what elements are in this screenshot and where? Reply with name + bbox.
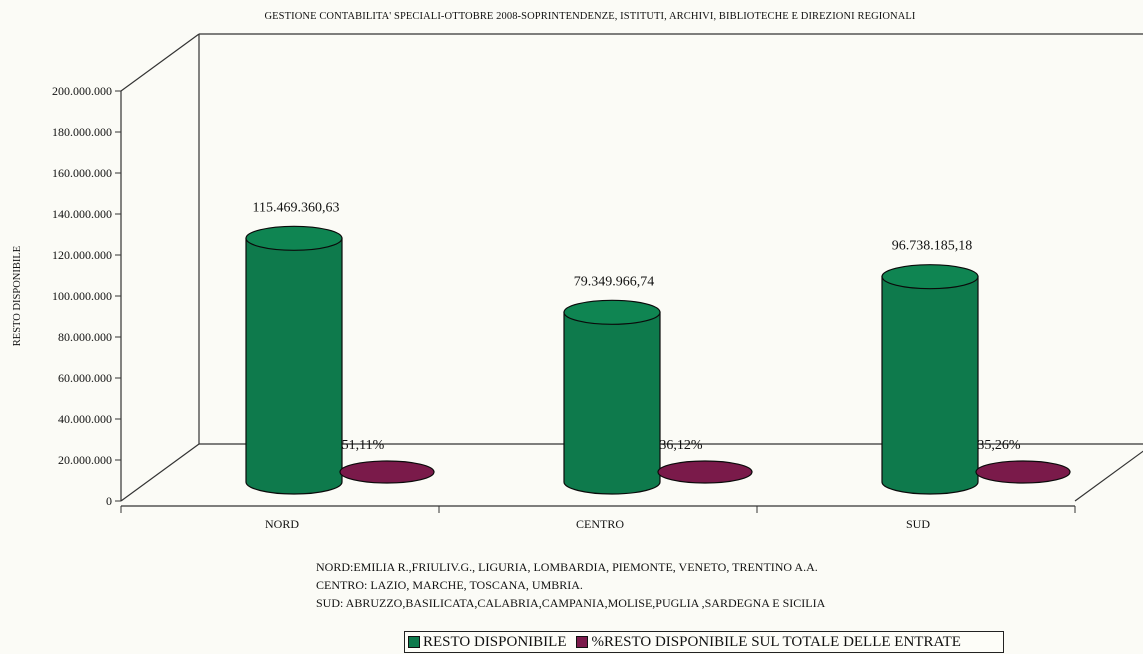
legend-swatch-percent [576, 636, 589, 648]
floor-right-edge [1074, 450, 1143, 502]
y-tick-label: 20.000.000 [58, 453, 112, 467]
bar-value-label: 79.349.966,74 [574, 274, 655, 289]
legend-swatch-resto [408, 636, 420, 648]
note-nord: NORD:EMILIA R.,FRIULIV.G., LIGURIA, LOMB… [316, 560, 818, 574]
bar-top [245, 225, 343, 251]
bar-percent-label: 35,26% [977, 438, 1021, 453]
y-tick-label: 40.000.000 [58, 412, 112, 426]
bar-resto-disponibile [563, 299, 661, 495]
legend-label-percent: %RESTO DISPONIBILE SUL TOTALE DELLE ENTR… [591, 633, 961, 650]
x-tick-label: CENTRO [576, 517, 624, 531]
bar-resto-disponibile [245, 225, 343, 495]
region-notes: NORD:EMILIA R.,FRIULIV.G., LIGURIA, LOMB… [316, 558, 825, 612]
legend-label-resto: RESTO DISPONIBILE [423, 633, 567, 650]
x-tick-label: SUD [906, 517, 930, 531]
x-tick-label: NORD [265, 517, 299, 531]
bar-value-label: 115.469.360,63 [253, 200, 340, 215]
bar-percent-resto [339, 460, 435, 484]
note-sud: SUD: ABRUZZO,BASILICATA,CALABRIA,CAMPANI… [316, 596, 826, 610]
bar-body [881, 276, 979, 495]
y-tick-label: 0 [106, 494, 112, 508]
y-tick-label: 80.000.000 [58, 330, 112, 344]
chart-title: GESTIONE CONTABILITA' SPECIALI-OTTOBRE 2… [264, 11, 916, 22]
bar-percent-label: 36,12% [659, 438, 703, 453]
bar-body [563, 311, 661, 495]
side-wall-top-edge [120, 33, 200, 92]
y-axis-title: RESTO DISPONIBILE [12, 246, 23, 346]
y-tick-label: 200.000.000 [52, 84, 112, 98]
bar-resto-disponibile [881, 264, 979, 495]
y-tick-label: 140.000.000 [52, 207, 112, 221]
y-tick-label: 180.000.000 [52, 125, 112, 139]
bar-top [563, 299, 661, 325]
chart-legend: RESTO DISPONIBILE %RESTO DISPONIBILE SUL… [404, 631, 1004, 653]
y-tick-label: 100.000.000 [52, 289, 112, 303]
bar-percent-label: 51,11% [342, 438, 385, 453]
bar-percent-resto [975, 460, 1071, 484]
bar-top [881, 264, 979, 290]
y-tick-label: 60.000.000 [58, 371, 112, 385]
legend-item-percent: %RESTO DISPONIBILE SUL TOTALE DELLE ENTR… [576, 633, 961, 651]
note-centro: CENTRO: LAZIO, MARCHE, TOSCANA, UMBRIA. [316, 578, 583, 592]
legend-item-resto: RESTO DISPONIBILE [408, 634, 566, 651]
bar-percent-resto [657, 460, 753, 484]
floor-left-edge [120, 443, 200, 502]
bar-value-label: 96.738.185,18 [892, 239, 973, 254]
y-tick-label: 120.000.000 [52, 248, 112, 262]
y-tick-label: 160.000.000 [52, 166, 112, 180]
bar-body [245, 237, 343, 495]
